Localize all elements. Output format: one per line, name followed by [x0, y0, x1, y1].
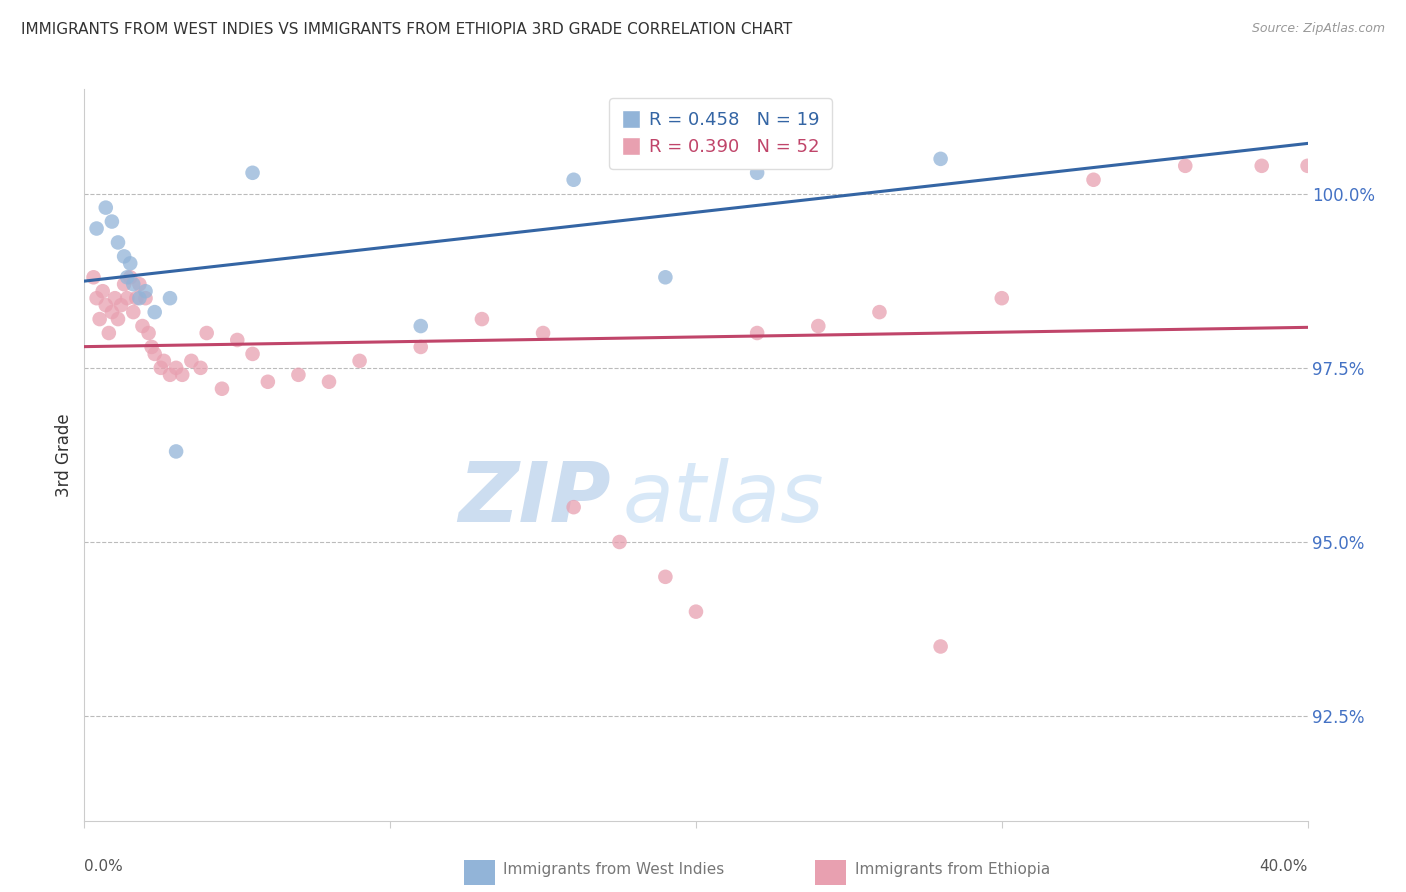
Y-axis label: 3rd Grade: 3rd Grade [55, 413, 73, 497]
Point [149, 360, 172, 375]
Point [929, 640, 952, 654]
Point [211, 382, 233, 396]
Point [242, 347, 264, 361]
Point [471, 312, 494, 326]
Point [1250, 159, 1272, 173]
Point [112, 277, 135, 292]
Point [869, 305, 891, 319]
Point [172, 368, 194, 382]
Point [138, 326, 160, 340]
Point [287, 368, 309, 382]
Point [685, 605, 707, 619]
Point [562, 500, 585, 515]
Text: Immigrants from West Indies: Immigrants from West Indies [503, 863, 724, 877]
Point [226, 333, 249, 347]
Point [128, 277, 150, 292]
Point [97, 326, 120, 340]
Point [89, 312, 111, 326]
Point [991, 291, 1014, 305]
Point [86, 221, 108, 235]
Text: Immigrants from Ethiopia: Immigrants from Ethiopia [855, 863, 1050, 877]
Point [120, 270, 142, 285]
Text: Source: ZipAtlas.com: Source: ZipAtlas.com [1251, 22, 1385, 36]
Point [115, 270, 138, 285]
Point [94, 298, 117, 312]
Point [143, 305, 166, 319]
Point [609, 535, 631, 549]
Point [318, 375, 340, 389]
Point [83, 270, 105, 285]
Point [190, 360, 212, 375]
Point [104, 291, 127, 305]
Point [195, 326, 218, 340]
Point [807, 319, 830, 334]
Text: atlas: atlas [623, 458, 824, 540]
Text: IMMIGRANTS FROM WEST INDIES VS IMMIGRANTS FROM ETHIOPIA 3RD GRADE CORRELATION CH: IMMIGRANTS FROM WEST INDIES VS IMMIGRANT… [21, 22, 793, 37]
Point [122, 305, 145, 319]
Point [654, 270, 676, 285]
Point [101, 305, 124, 319]
Point [128, 291, 150, 305]
Point [107, 312, 129, 326]
Point [101, 214, 124, 228]
Point [159, 291, 181, 305]
Point [135, 291, 157, 305]
Point [1296, 159, 1319, 173]
Text: ZIP: ZIP [458, 458, 610, 540]
Point [165, 444, 187, 458]
Point [257, 375, 280, 389]
Point [122, 277, 145, 292]
Point [165, 360, 187, 375]
Point [94, 201, 117, 215]
Point [91, 284, 114, 298]
Point [180, 354, 202, 368]
Point [135, 284, 157, 298]
Point [409, 319, 432, 334]
Point [143, 347, 166, 361]
Point [131, 319, 153, 334]
Point [141, 340, 163, 354]
Point [531, 326, 554, 340]
Point [110, 298, 132, 312]
Point [112, 249, 135, 263]
Point [153, 354, 176, 368]
Point [159, 368, 181, 382]
Point [747, 166, 769, 180]
Point [747, 326, 769, 340]
Point [1174, 159, 1197, 173]
Point [107, 235, 129, 250]
Text: 40.0%: 40.0% [1260, 859, 1308, 874]
Legend: R = 0.458   N = 19, R = 0.390   N = 52: R = 0.458 N = 19, R = 0.390 N = 52 [609, 98, 832, 169]
Point [654, 570, 676, 584]
Point [929, 152, 952, 166]
Point [125, 291, 148, 305]
Point [120, 256, 142, 270]
Point [115, 291, 138, 305]
Point [409, 340, 432, 354]
Point [349, 354, 371, 368]
Point [242, 166, 264, 180]
Point [562, 173, 585, 187]
Text: 0.0%: 0.0% [84, 859, 124, 874]
Point [1083, 173, 1105, 187]
Point [86, 291, 108, 305]
